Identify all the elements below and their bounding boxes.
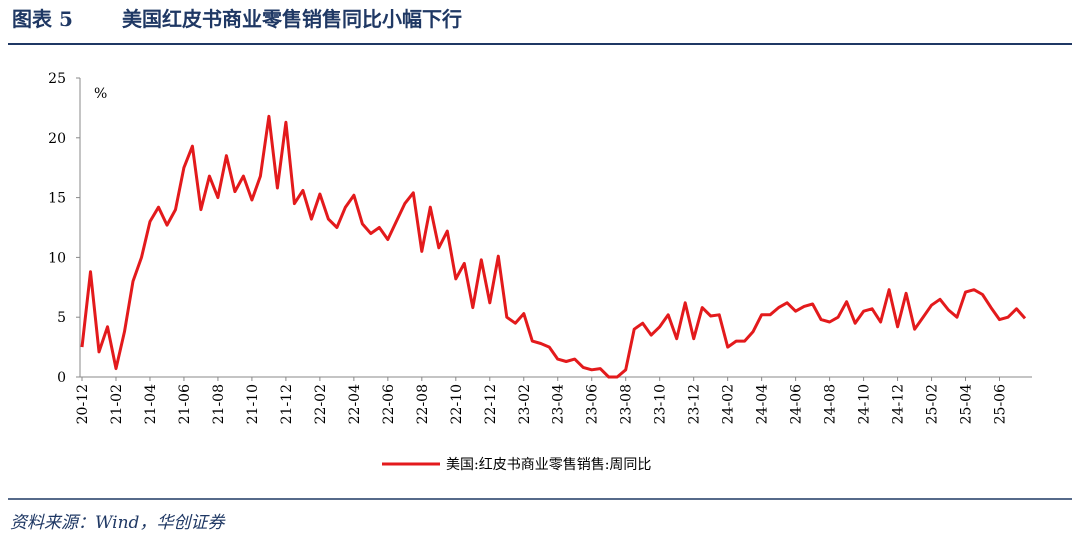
- x-tick-label: 22-06: [381, 384, 397, 424]
- x-tick-label: 22-12: [483, 384, 499, 424]
- x-tick-label: 23-12: [687, 384, 703, 424]
- x-tick-label: 23-02: [517, 384, 533, 424]
- source-note: 资料来源：Wind，华创证券: [10, 513, 226, 533]
- x-tick-label: 24-02: [721, 384, 737, 424]
- y-tick-label: 10: [48, 250, 66, 266]
- y-tick-label: 25: [48, 71, 66, 87]
- y-tick-label: 15: [48, 191, 66, 207]
- x-tick-label: 23-04: [551, 384, 567, 424]
- x-tick-label: 22-10: [449, 384, 465, 424]
- x-tick-label: 25-04: [959, 384, 975, 424]
- data-line: [80, 114, 1027, 379]
- x-tick-label: 24-08: [823, 384, 839, 424]
- x-tick-label: 21-12: [279, 384, 295, 424]
- y-tick-label: 5: [57, 310, 66, 326]
- x-tick-label: 22-04: [347, 384, 363, 424]
- y-tick-label: 0: [57, 370, 66, 386]
- x-tick-label: 21-08: [211, 384, 227, 424]
- chart-title: 美国红皮书商业零售销售同比小幅下行: [122, 7, 462, 31]
- x-tick-label: 21-04: [143, 384, 159, 424]
- x-tick-label: 22-02: [313, 384, 329, 424]
- x-tick-label: 23-08: [619, 384, 635, 424]
- y-unit-label: %: [94, 86, 107, 102]
- y-tick-label: 20: [48, 131, 66, 147]
- x-tick-label: 25-02: [925, 384, 941, 424]
- x-tick-label: 22-08: [415, 384, 431, 424]
- x-tick-label: 25-06: [993, 384, 1009, 424]
- x-tick-label: 20-12: [75, 384, 91, 424]
- x-tick-label: 24-10: [857, 384, 873, 424]
- x-tick-label: 21-02: [109, 384, 125, 424]
- x-tick-label: 21-06: [177, 384, 193, 424]
- x-tick-label: 24-12: [891, 384, 907, 424]
- x-tick-label: 24-06: [789, 384, 805, 424]
- x-tick-label: 23-10: [653, 384, 669, 424]
- figure-label: 图表 5: [12, 7, 73, 31]
- x-tick-label: 21-10: [245, 384, 261, 424]
- legend-label: 美国:红皮书商业零售销售:周同比: [446, 457, 651, 473]
- x-tick-label: 23-06: [585, 384, 601, 424]
- x-tick-label: 24-04: [755, 384, 771, 424]
